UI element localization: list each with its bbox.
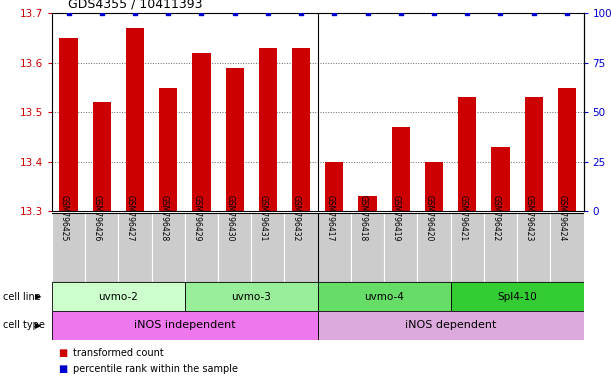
- Bar: [450, 282, 584, 311]
- Text: GSM796430: GSM796430: [225, 195, 235, 241]
- Text: GSM796417: GSM796417: [325, 195, 334, 241]
- Point: [396, 10, 406, 17]
- Point: [463, 10, 472, 17]
- Text: GSM796431: GSM796431: [259, 195, 268, 241]
- Bar: [551, 213, 584, 282]
- Bar: [152, 213, 185, 282]
- Text: GSM796425: GSM796425: [59, 195, 68, 241]
- Text: GSM796420: GSM796420: [425, 195, 434, 241]
- Text: iNOS independent: iNOS independent: [134, 320, 236, 331]
- Text: transformed count: transformed count: [73, 348, 164, 358]
- Bar: [318, 213, 351, 282]
- Bar: [417, 213, 450, 282]
- Text: GSM796421: GSM796421: [458, 195, 467, 241]
- Bar: [318, 282, 450, 311]
- Bar: [126, 28, 144, 211]
- Bar: [59, 38, 78, 211]
- Point: [496, 10, 505, 17]
- Bar: [159, 88, 177, 211]
- Bar: [119, 213, 152, 282]
- Bar: [52, 213, 85, 282]
- Text: GSM796423: GSM796423: [525, 195, 533, 241]
- Bar: [325, 162, 343, 211]
- Bar: [359, 196, 377, 211]
- Bar: [524, 98, 543, 211]
- Point: [197, 10, 207, 17]
- Point: [363, 10, 373, 17]
- Bar: [351, 213, 384, 282]
- Text: GSM796424: GSM796424: [558, 195, 567, 241]
- Text: uvmo-3: uvmo-3: [232, 291, 271, 302]
- Text: GDS4355 / 10411393: GDS4355 / 10411393: [68, 0, 202, 11]
- Text: GSM796432: GSM796432: [292, 195, 301, 241]
- Text: ▶: ▶: [35, 292, 42, 301]
- Bar: [85, 213, 119, 282]
- Bar: [52, 311, 318, 340]
- Point: [562, 10, 572, 17]
- Bar: [218, 213, 251, 282]
- Bar: [251, 213, 285, 282]
- Point: [529, 10, 538, 17]
- Bar: [258, 48, 277, 211]
- Text: ■: ■: [58, 364, 67, 374]
- Text: GSM796427: GSM796427: [126, 195, 135, 241]
- Bar: [484, 213, 517, 282]
- Bar: [517, 213, 551, 282]
- Text: GSM796418: GSM796418: [359, 195, 368, 241]
- Bar: [225, 68, 244, 211]
- Text: uvmo-4: uvmo-4: [364, 291, 404, 302]
- Bar: [185, 282, 318, 311]
- Point: [296, 10, 306, 17]
- Bar: [458, 98, 477, 211]
- Point: [64, 10, 73, 17]
- Text: Spl4-10: Spl4-10: [497, 291, 537, 302]
- Text: ■: ■: [58, 348, 67, 358]
- Text: ▶: ▶: [35, 321, 42, 330]
- Bar: [192, 53, 211, 211]
- Point: [130, 10, 140, 17]
- Bar: [425, 162, 443, 211]
- Text: percentile rank within the sample: percentile rank within the sample: [73, 364, 238, 374]
- Point: [163, 10, 173, 17]
- Bar: [93, 103, 111, 211]
- Bar: [392, 127, 410, 211]
- Text: GSM796419: GSM796419: [392, 195, 401, 241]
- Text: GSM796429: GSM796429: [192, 195, 202, 241]
- Bar: [318, 311, 584, 340]
- Point: [97, 10, 107, 17]
- Bar: [292, 48, 310, 211]
- Point: [263, 10, 273, 17]
- Text: GSM796428: GSM796428: [159, 195, 168, 241]
- Text: GSM796426: GSM796426: [93, 195, 102, 241]
- Bar: [52, 282, 185, 311]
- Text: iNOS dependent: iNOS dependent: [405, 320, 496, 331]
- Point: [429, 10, 439, 17]
- Point: [230, 10, 240, 17]
- Bar: [558, 88, 576, 211]
- Bar: [285, 213, 318, 282]
- Bar: [491, 147, 510, 211]
- Bar: [384, 213, 417, 282]
- Text: uvmo-2: uvmo-2: [98, 291, 138, 302]
- Bar: [450, 213, 484, 282]
- Point: [329, 10, 339, 17]
- Text: cell type: cell type: [3, 320, 45, 331]
- Bar: [185, 213, 218, 282]
- Text: cell line: cell line: [3, 291, 41, 302]
- Text: GSM796422: GSM796422: [491, 195, 500, 241]
